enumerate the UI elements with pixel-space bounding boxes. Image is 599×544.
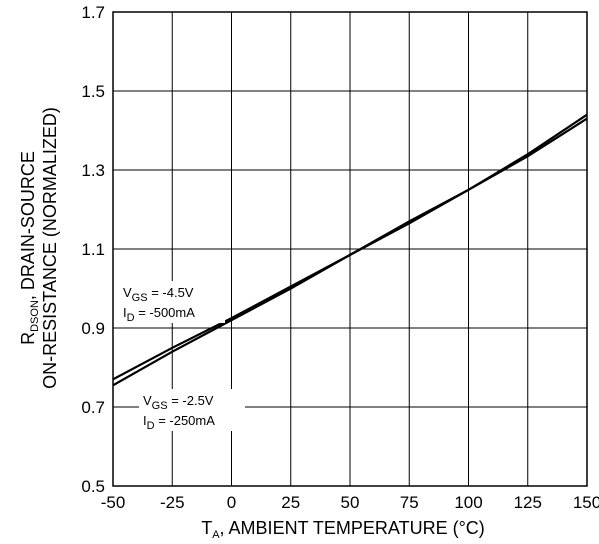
annotation-4-5v-vgs: VGS = -4.5V (123, 285, 194, 304)
y-tick-label: 1.3 (81, 161, 105, 180)
y-axis-label-line1: RDSON, DRAIN-SOURCE (18, 151, 41, 345)
annotation-2-5v-vgs: VGS = -2.5V (143, 393, 214, 412)
series-line-2 (112, 113, 588, 387)
y-tick-labels: 0.5 0.7 0.9 1.1 1.3 1.5 1.7 (81, 3, 105, 496)
x-tick-label: 125 (514, 493, 542, 512)
annotation-4-5v-id: ID = -500mA (123, 305, 195, 324)
x-tick-label: 25 (281, 493, 300, 512)
data-series (112, 113, 588, 387)
y-tick-label: 1.1 (81, 240, 105, 259)
y-tick-label: 1.7 (81, 3, 105, 22)
x-tick-label: 50 (341, 493, 360, 512)
x-tick-label: 150 (573, 493, 599, 512)
x-tick-labels: -50 -25 0 25 50 75 100 125 150 (101, 493, 599, 512)
y-tick-label: 1.5 (81, 82, 105, 101)
x-tick-label: -50 (101, 493, 126, 512)
y-axis-label-line2: ON-RESISTANCE (NORMALIZED) (40, 107, 60, 389)
y-tick-label: 0.7 (81, 398, 105, 417)
annotation-4-5v: VGS = -4.5V ID = -500mA (119, 281, 225, 324)
annotation-2-5v: VGS = -2.5V ID = -250mA (139, 389, 245, 432)
plot-frame (112, 11, 588, 487)
x-tick-label: -25 (160, 493, 185, 512)
x-axis-label: TA, AMBIENT TEMPERATURE (°C) (201, 518, 485, 541)
x-tick-label: 75 (400, 493, 419, 512)
y-tick-label: 0.9 (81, 319, 105, 338)
y-tick-label: 0.5 (81, 477, 105, 496)
x-tick-label: 0 (227, 493, 236, 512)
annotation-2-5v-id: ID = -250mA (143, 413, 215, 432)
x-tick-label: 100 (454, 493, 482, 512)
